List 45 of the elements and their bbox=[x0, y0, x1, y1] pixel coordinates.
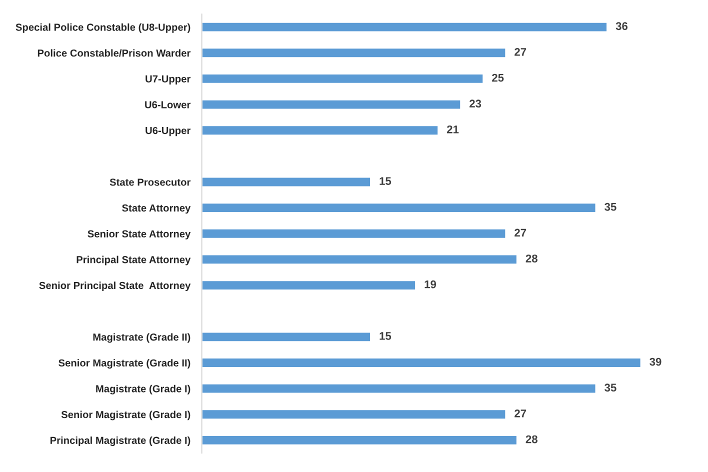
y-tick-label: State Attorney bbox=[122, 204, 191, 214]
bar bbox=[202, 382, 597, 394]
data-label: 35 bbox=[604, 202, 616, 211]
data-label: 39 bbox=[650, 358, 662, 366]
bar bbox=[202, 21, 608, 33]
data-label: 27 bbox=[514, 48, 526, 56]
data-label: 25 bbox=[492, 74, 504, 82]
y-tick-label: Police Constable/Prison Warder bbox=[38, 49, 191, 57]
y-tick-label: Special Police Constable (U8-Upper) bbox=[16, 23, 190, 33]
y-tick-label: U6-Upper bbox=[146, 126, 191, 136]
bar bbox=[202, 47, 507, 58]
data-label: 27 bbox=[514, 228, 526, 237]
bar bbox=[202, 124, 439, 136]
y-tick-label: Senior Magistrate (Grade I) bbox=[61, 410, 190, 420]
bar bbox=[202, 357, 642, 368]
data-label: 28 bbox=[526, 254, 538, 262]
y-tick-label: Senior Magistrate (Grade II) bbox=[58, 359, 190, 369]
data-label: 21 bbox=[447, 125, 459, 134]
bar bbox=[202, 434, 518, 446]
data-label: 27 bbox=[514, 410, 526, 418]
y-tick-label: Senior State Attorney bbox=[88, 230, 191, 240]
bar bbox=[202, 280, 416, 291]
y-tick-label: U7-Upper bbox=[146, 75, 191, 84]
y-tick-label: Principal Magistrate (Grade I) bbox=[50, 436, 190, 446]
bar bbox=[202, 254, 518, 266]
data-label: 36 bbox=[616, 22, 628, 30]
data-label: 23 bbox=[470, 100, 482, 108]
bar bbox=[202, 228, 507, 240]
y-tick-label: Magistrate (Grade I) bbox=[96, 384, 190, 394]
y-tick-label: State Prosecutor bbox=[110, 178, 191, 186]
data-label: 15 bbox=[380, 177, 392, 185]
data-label: 28 bbox=[526, 435, 538, 444]
data-label: 19 bbox=[424, 280, 436, 288]
y-tick-label: Magistrate (Grade II) bbox=[93, 333, 190, 343]
bar bbox=[202, 408, 507, 420]
bar bbox=[202, 202, 597, 214]
bar bbox=[202, 98, 462, 110]
y-tick-label: Principal State Attorney bbox=[76, 256, 191, 266]
bar bbox=[202, 176, 372, 188]
y-tick-label: U6-Lower bbox=[145, 101, 191, 108]
data-label: 35 bbox=[604, 384, 616, 392]
data-label: 15 bbox=[380, 332, 392, 340]
bar bbox=[202, 73, 484, 84]
bar bbox=[202, 331, 372, 343]
y-tick-label: Senior Principal State Attorney bbox=[39, 282, 191, 292]
